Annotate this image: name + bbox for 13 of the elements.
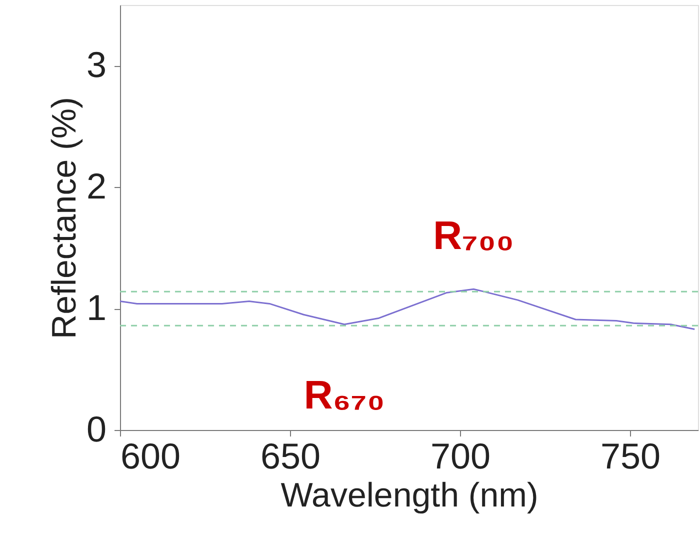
line-series (119, 288, 696, 330)
y-tick-label: 2 (86, 166, 106, 207)
x-tick-label: 750 (600, 436, 661, 476)
x-tick-label: 650 (260, 436, 321, 476)
y-tick-label: 1 (86, 287, 106, 328)
annotation: R₆₇₀ (304, 373, 385, 418)
y-axis-title: Reflectance (%) (45, 97, 84, 339)
y-tick-label: 0 (86, 408, 106, 450)
x-tick-label: 700 (430, 436, 491, 476)
annotation: R₇₀₀ (433, 214, 514, 258)
x-tick-label: 600 (120, 436, 181, 476)
y-tick-label: 3 (86, 44, 106, 86)
x-axis-title: Wavelength (nm) (280, 476, 538, 514)
